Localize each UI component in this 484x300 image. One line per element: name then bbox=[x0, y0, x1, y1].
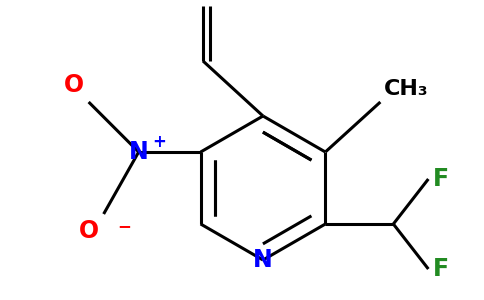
Text: O: O bbox=[63, 73, 84, 97]
Text: O: O bbox=[78, 219, 99, 243]
Text: CH₃: CH₃ bbox=[384, 79, 429, 99]
Text: F: F bbox=[433, 257, 450, 281]
Text: F: F bbox=[433, 167, 450, 191]
Text: N: N bbox=[129, 140, 149, 164]
Text: +: + bbox=[152, 133, 166, 151]
Text: −: − bbox=[118, 217, 132, 235]
Text: N: N bbox=[253, 248, 273, 272]
